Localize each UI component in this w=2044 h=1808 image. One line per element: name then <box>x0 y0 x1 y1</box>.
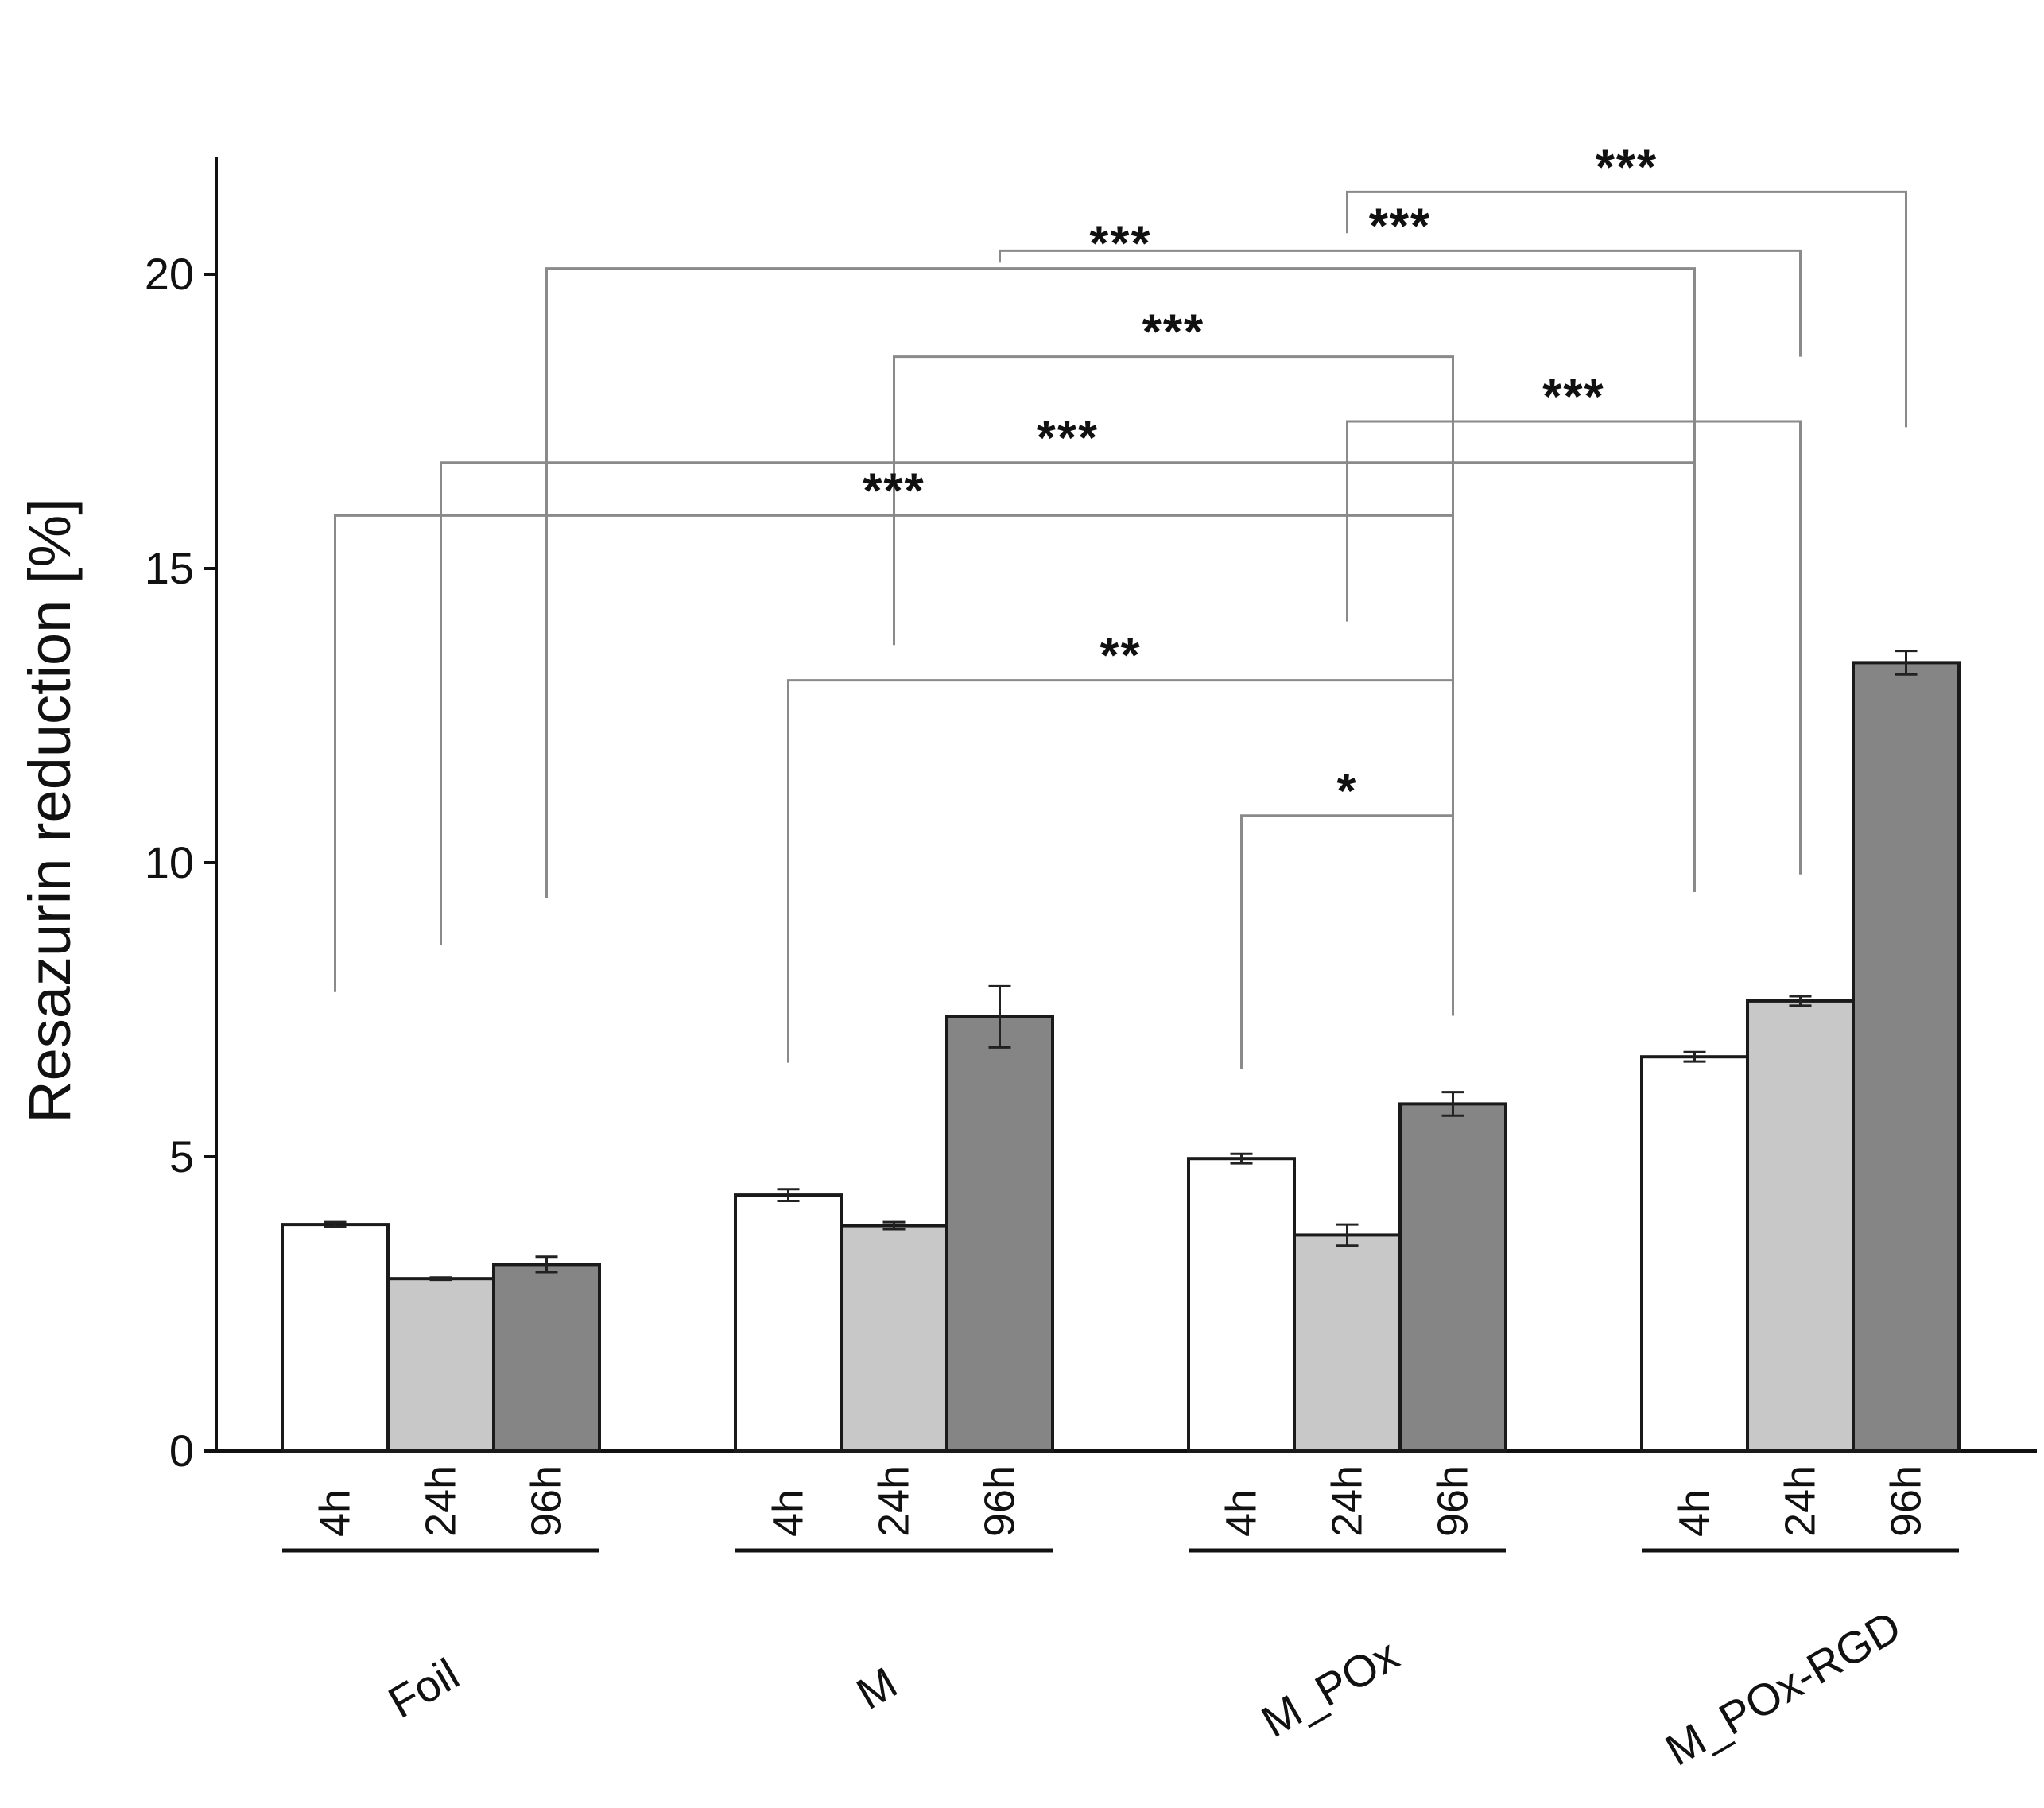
significance-bracket: ** <box>787 629 1454 1063</box>
significance-bracket: *** <box>334 464 1454 992</box>
error-bars <box>324 650 1918 1282</box>
y-tick-label: 0 <box>169 1426 194 1476</box>
significance-label: *** <box>1142 305 1204 360</box>
error-bar-m_pox-rgd-24h <box>1789 995 1812 1007</box>
group-label-m_pox-rgd: M_POx-RGD <box>1657 1600 1909 1775</box>
x-tick-label-96h: 96h <box>1883 1465 1930 1537</box>
error-bar-m_pox-rgd-4h <box>1683 1050 1706 1063</box>
significance-bracket: *** <box>999 199 1802 357</box>
group-label-m: M <box>848 1657 906 1719</box>
bar-m_pox-4h <box>1187 1157 1296 1453</box>
x-tick-label-96h: 96h <box>976 1465 1024 1537</box>
error-bar-m_pox-24h <box>1336 1223 1359 1247</box>
x-tick-label-24h: 24h <box>417 1465 465 1537</box>
significance-label: *** <box>1089 217 1151 272</box>
significance-bracket-line <box>545 267 1696 898</box>
bar-marks <box>281 661 1961 1453</box>
significance-bracket-line <box>440 461 1696 945</box>
x-axis-labels: 4h 24h 96h Foil 4h 24h 96h M 4h 24h 96h M_POx 4h 24h 9… <box>282 1465 1959 1775</box>
significance-bracket: *** <box>545 217 1696 898</box>
significance-label: *** <box>1596 140 1658 195</box>
x-tick-label-24h: 24h <box>1777 1465 1825 1537</box>
bar-m_pox-rgd-24h <box>1746 999 1855 1453</box>
significance-bracket: *** <box>1346 140 1907 428</box>
significance-label: *** <box>1037 411 1099 466</box>
significance-bracket: *** <box>893 305 1454 786</box>
error-bar-foil-4h <box>324 1220 347 1228</box>
error-bar-foil-96h <box>535 1255 558 1274</box>
group-label-m_pox: M_POx <box>1253 1629 1406 1747</box>
x-tick-label-4h: 4h <box>765 1489 813 1537</box>
significance-label: *** <box>1542 370 1604 425</box>
error-bar-m-4h <box>777 1188 800 1202</box>
bar-m_pox-rgd-4h <box>1640 1055 1749 1453</box>
bar-m_pox-96h <box>1398 1102 1507 1453</box>
y-tick-label: 10 <box>145 837 194 887</box>
significance-label: * <box>1336 764 1357 819</box>
significance-bracket-line <box>1346 420 1802 875</box>
significance-bracket-line <box>334 514 1454 992</box>
significance-brackets: ************************ <box>334 140 1907 1069</box>
significance-bracket: *** <box>440 411 1696 945</box>
y-axis-title: Resazurin reduction [%] <box>17 499 83 1123</box>
group-label-foil: Foil <box>380 1648 467 1728</box>
significance-bracket-line <box>999 249 1802 357</box>
bar-foil-96h <box>492 1263 601 1453</box>
significance-label: *** <box>863 464 925 518</box>
significance-bracket-line <box>787 679 1454 1063</box>
significance-bracket: * <box>1240 764 1454 1069</box>
y-tick-label: 15 <box>145 543 194 593</box>
x-tick-label-96h: 96h <box>1429 1465 1477 1537</box>
significance-label: ** <box>1100 629 1141 684</box>
bar-m-96h <box>945 1015 1054 1453</box>
error-bar-m_pox-4h <box>1230 1152 1253 1165</box>
significance-label: *** <box>1369 199 1431 254</box>
bar-m-4h <box>734 1193 843 1453</box>
error-bar-m-96h <box>988 984 1011 1049</box>
bar-foil-24h <box>386 1277 495 1453</box>
significance-bracket-line <box>1346 190 1907 428</box>
significance-bracket-line <box>1240 814 1454 1069</box>
x-tick-label-24h: 24h <box>871 1465 918 1537</box>
error-bar-foil-24h <box>429 1276 452 1282</box>
bar-foil-4h <box>281 1223 390 1453</box>
error-bar-m-24h <box>882 1220 906 1231</box>
x-tick-label-24h: 24h <box>1324 1465 1371 1537</box>
x-tick-label-4h: 4h <box>1671 1489 1719 1537</box>
bar-m_pox-rgd-96h <box>1852 661 1961 1453</box>
error-bar-m_pox-96h <box>1441 1091 1464 1117</box>
bar-m-24h <box>840 1224 948 1453</box>
y-tick-label: 5 <box>169 1131 194 1181</box>
significance-bracket: *** <box>1346 370 1802 875</box>
x-tick-label-96h: 96h <box>523 1465 571 1537</box>
error-bar-m_pox-rgd-96h <box>1895 650 1918 676</box>
bar-m_pox-24h <box>1293 1233 1402 1453</box>
y-tick-label: 20 <box>145 249 194 299</box>
x-tick-label-4h: 4h <box>1218 1489 1266 1537</box>
x-tick-label-4h: 4h <box>312 1489 359 1537</box>
